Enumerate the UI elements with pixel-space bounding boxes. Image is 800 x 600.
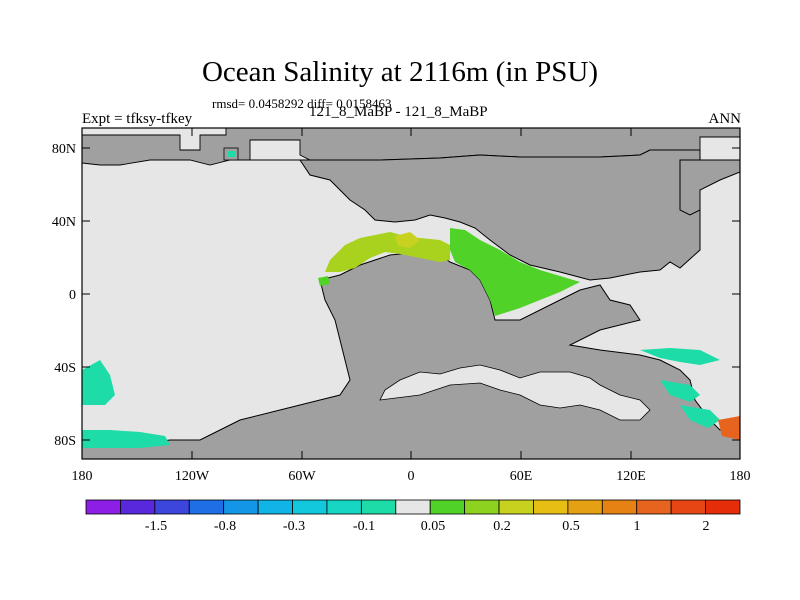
anomaly-yellowgreen xyxy=(325,232,450,272)
lon-tick-label: 0 xyxy=(408,469,415,484)
stats-line: rmsd= 0.0458292 diff= 0.0158463 xyxy=(212,96,392,111)
colorbar-label: 0.2 xyxy=(493,519,511,534)
colorbar-swatch xyxy=(120,499,156,515)
colorbar-label: -0.3 xyxy=(283,519,305,534)
anomaly-north-cyan xyxy=(227,151,235,157)
anomaly-cyan-southeast xyxy=(660,380,700,402)
anomaly-green xyxy=(450,228,580,316)
colorbar-label: -0.1 xyxy=(353,519,375,534)
colorbar-swatch xyxy=(292,499,328,515)
colorbar-label: 0.5 xyxy=(562,519,580,534)
colorbar-swatch xyxy=(257,499,293,515)
colorbar-swatch xyxy=(670,499,706,515)
longitude-ticks xyxy=(81,128,741,459)
colorbar-swatch xyxy=(85,499,121,515)
anomaly-cyan-east xyxy=(640,348,720,365)
experiment-label: Expt = tfksy-tfkey xyxy=(82,111,193,127)
colorbar-swatch xyxy=(395,499,431,515)
lon-tick-label: 60E xyxy=(510,469,533,484)
anomaly-orange xyxy=(718,416,740,440)
colorbar-swatch xyxy=(429,499,466,515)
colorbar-swatch xyxy=(326,499,362,515)
colorbar-swatch xyxy=(188,499,225,515)
colorbar-swatch xyxy=(533,499,569,515)
colorbar-swatch xyxy=(705,499,741,515)
colorbar xyxy=(85,499,741,515)
south-ocean-region xyxy=(379,364,651,421)
lat-tick-label: 80N xyxy=(52,142,76,157)
anomaly-yellow xyxy=(395,232,420,248)
colorbar-swatch xyxy=(154,499,190,515)
lon-tick-label: 60W xyxy=(288,469,316,484)
colorbar-swatch xyxy=(498,499,534,515)
lat-tick-label: 40N xyxy=(52,215,76,230)
lon-tick-label: 120W xyxy=(175,469,210,484)
colorbar-label: -1.5 xyxy=(145,519,167,534)
period-label: ANN xyxy=(708,111,742,127)
cases-label: 121_8_MaBP - 121_8_MaBP xyxy=(309,104,488,120)
colorbar-label: 2 xyxy=(703,519,710,534)
colorbar-swatch xyxy=(567,499,603,515)
lat-tick-label: 40S xyxy=(54,361,76,376)
map-panel xyxy=(81,127,741,460)
latitude-ticks xyxy=(82,147,740,441)
plot-title: Ocean Salinity at 2116m (in PSU) xyxy=(201,56,599,88)
colorbar-swatch xyxy=(636,499,672,515)
colorbar-label: 0.05 xyxy=(421,519,446,534)
colorbar-label: 1 xyxy=(634,519,641,534)
eastern-landmass xyxy=(679,159,740,216)
lat-tick-label: 80S xyxy=(54,434,76,449)
colorbar-swatch xyxy=(360,499,397,515)
colorbar-label: -0.8 xyxy=(214,519,236,534)
pangaea-land xyxy=(250,149,701,281)
colorbar-swatch xyxy=(464,499,500,515)
lat-tick-label: 0 xyxy=(69,288,76,303)
anomaly-cyan-far-southeast xyxy=(680,405,720,428)
anomaly-green-small xyxy=(318,276,330,286)
lon-tick-label: 180 xyxy=(72,469,93,484)
anomaly-cyan-south xyxy=(82,430,170,448)
colorbar-swatch xyxy=(601,499,638,515)
colorbar-swatch xyxy=(223,499,259,515)
lon-tick-label: 120E xyxy=(616,469,646,484)
lon-tick-label: 180 xyxy=(730,469,751,484)
anomaly-cyan-southwest xyxy=(82,360,115,405)
